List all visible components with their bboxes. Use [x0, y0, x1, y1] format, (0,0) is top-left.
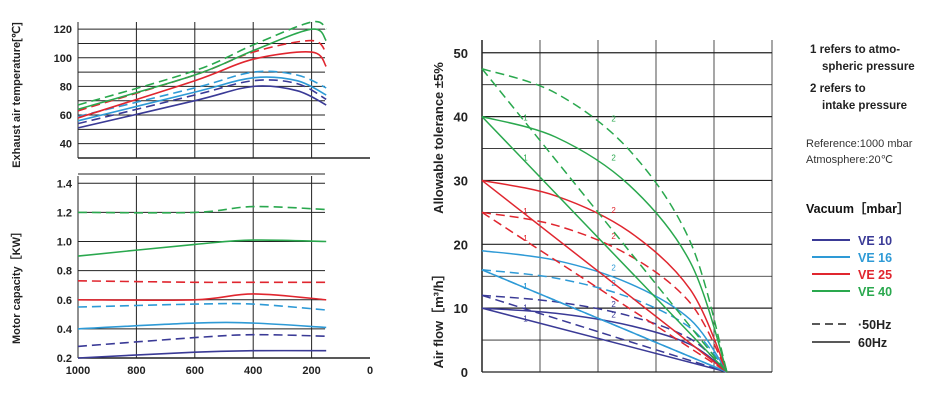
airflow-curve-ve40-60hz-ref2	[481, 115, 728, 373]
tolerance-axis-label: Allowable tolerance ±5%	[431, 62, 446, 214]
legend-label-ve25: VE 25	[858, 268, 892, 282]
series-line-ve10-60hz	[77, 349, 327, 359]
y-tick-label: 20	[454, 237, 468, 252]
left-panel-1: 0.2 0.4 0.6 0.8 1.0 1.2 1.4 1000 800 600 400 200 0	[57, 176, 373, 377]
series-line-ve40-60hz	[77, 28, 327, 111]
temperature-axis-label: Exhaust air temperature[℃]	[11, 22, 23, 168]
curve-annotation-2: 2	[611, 206, 616, 215]
airflow-curve-ve40-60hz-ref1	[481, 116, 728, 373]
y-tick-label: 0.8	[57, 266, 72, 278]
y-tick-label: 1.4	[57, 178, 73, 190]
y-tick-label: 80	[60, 81, 72, 93]
series-line-ve16-50hz	[77, 302, 327, 311]
y-tick-label: 40	[60, 139, 72, 151]
x-tick-label: 400	[244, 365, 262, 377]
left-panel-0: 40 60 80 100 120	[54, 20, 370, 159]
airflow-curve-ve25-50hz-ref1	[481, 211, 728, 373]
note-2-line-2: intake pressure	[822, 100, 907, 112]
airflow-curve-ve10-50hz-ref1	[481, 294, 728, 373]
curve-annotation-2: 2	[611, 232, 616, 241]
airflow-axis-label: Air flow［m³/h］	[431, 267, 446, 368]
curve-annotation-2: 2	[611, 114, 616, 123]
y-tick-label: 10	[454, 301, 468, 316]
curve-annotation-1: 1	[523, 153, 528, 162]
legend-label-60hz: 60Hz	[858, 336, 887, 350]
y-tick-label: 0	[461, 365, 468, 380]
airflow-curve-ve16-50hz-ref1	[481, 269, 728, 373]
curve-annotation-1: 1	[523, 113, 528, 122]
y-tick-label: 60	[60, 110, 72, 122]
y-tick-label: 1.2	[57, 207, 72, 219]
airflow-curve-ve10-60hz-ref1	[481, 307, 728, 373]
y-tick-label: 30	[454, 173, 468, 188]
reference-pressure: Reference:1000 mbar	[806, 138, 913, 150]
series-line-ve40-50hz	[77, 20, 327, 106]
airflow-curve-ve40-50hz-ref1	[481, 68, 728, 373]
note-2-line-1: 2 refers to	[810, 83, 866, 95]
curve-annotation-2: 2	[611, 300, 616, 309]
airflow-curve-ve10-50hz-ref2	[481, 294, 728, 373]
y-tick-label: 40	[454, 110, 468, 125]
airflow-curve-ve16-50hz-ref2	[481, 269, 728, 373]
series-line-ve10-50hz	[77, 333, 327, 348]
y-tick-label: 0.4	[57, 324, 73, 336]
note-1-line-2: spheric pressure	[822, 61, 915, 73]
curve-annotation-1: 1	[523, 234, 528, 243]
y-tick-label: 0.6	[57, 295, 72, 307]
series-line-ve16-60hz	[77, 321, 327, 330]
legend-label-ve40: VE 40	[858, 285, 892, 299]
curve-annotation-1: 1	[523, 282, 528, 291]
legend-label-50hz: ·50Hz	[858, 318, 891, 332]
y-tick-label: 0.2	[57, 353, 72, 365]
motor-capacity-axis-label: Motor capacity［KW］	[9, 226, 23, 344]
x-tick-label: 800	[127, 365, 145, 377]
legend-title: Vacuum［mbar］	[806, 201, 910, 216]
series-line-ve16-60hz	[77, 76, 327, 122]
series-line-ve25-60hz	[77, 51, 327, 119]
airflow-curve-ve40-50hz-ref2	[481, 67, 728, 373]
airflow-curve-ve25-50hz-ref2	[481, 211, 728, 373]
curve-annotation-2: 2	[611, 311, 616, 320]
series-line-ve40-50hz	[77, 205, 327, 214]
legend: VE 10 VE 16 VE 25 VE 40 ·50Hz 60Hz	[812, 234, 892, 350]
series-line-ve10-60hz	[77, 85, 327, 129]
curve-annotation-1: 1	[523, 314, 528, 323]
y-tick-label: 50	[454, 46, 468, 61]
legend-label-ve16: VE 16	[858, 251, 892, 265]
series-line-ve40-60hz	[77, 239, 327, 257]
airflow-curve-ve25-60hz-ref1	[481, 179, 728, 373]
x-tick-label: 600	[186, 365, 204, 377]
x-tick-label: 0	[367, 365, 373, 377]
curve-annotation-2: 2	[611, 264, 616, 273]
y-tick-label: 120	[54, 24, 72, 36]
curve-annotation-1: 1	[523, 282, 528, 291]
legend-label-ve10: VE 10	[858, 234, 892, 248]
series-line-ve25-60hz	[77, 293, 327, 301]
note-1-line-1: 1 refers to atmo-	[810, 44, 900, 56]
reference-atmosphere: Atmosphere:20℃	[806, 154, 893, 166]
curve-annotation-2: 2	[611, 154, 616, 163]
y-tick-label: 1.0	[57, 237, 72, 249]
airflow-curve-ve16-60hz-ref2	[481, 249, 728, 373]
x-tick-label: 200	[302, 365, 320, 377]
y-tick-label: 100	[54, 53, 72, 65]
curve-annotation-1: 1	[523, 304, 528, 313]
series-line-ve25-50hz	[77, 280, 327, 284]
curve-annotation-1: 1	[523, 207, 528, 216]
x-tick-label: 1000	[66, 365, 90, 377]
airflow-curve-ve25-60hz-ref2	[481, 179, 728, 373]
